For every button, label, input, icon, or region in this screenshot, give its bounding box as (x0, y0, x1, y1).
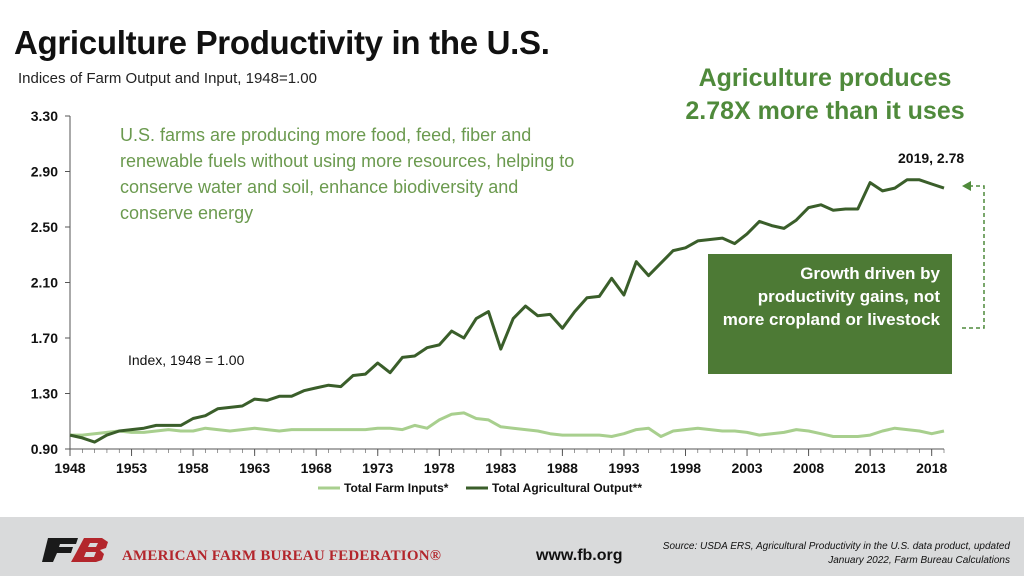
y-tick-label: 2.90 (31, 164, 58, 180)
headline-callout: Agriculture produces 2.78X more than it … (685, 64, 965, 125)
x-tick-label: 2018 (916, 460, 947, 476)
x-tick-label: 1948 (54, 460, 85, 476)
x-tick-label: 2013 (855, 460, 886, 476)
y-tick-label: 2.10 (31, 275, 58, 291)
y-tick-label: 1.30 (31, 386, 58, 402)
fb-logo-icon[interactable] (40, 536, 112, 564)
x-tick-label: 1968 (301, 460, 332, 476)
line-chart: 0.90 1.30 1.70 2.10 2.50 2.90 3.30 1948 1953 1958… (31, 108, 985, 495)
y-tick-label: 1.70 (31, 330, 58, 346)
x-tick-label: 1963 (239, 460, 270, 476)
end-value-label: 2019, 2.78 (898, 150, 965, 166)
source-note: Source: USDA ERS, Agricultural Productiv… (662, 541, 1010, 566)
y-tick-label: 2.50 (31, 219, 58, 235)
x-tick-label: 1988 (547, 460, 578, 476)
x-tick-label: 1993 (608, 460, 639, 476)
arrowhead-icon (962, 181, 971, 191)
y-tick-label: 0.90 (31, 441, 58, 457)
website-link[interactable]: www.fb.org (536, 547, 623, 564)
x-tick-label: 1983 (485, 460, 516, 476)
organization-name: AMERICAN FARM BUREAU FEDERATION® (122, 548, 442, 564)
conservation-callout: U.S. farms are producing more food, feed… (120, 125, 575, 223)
bracket-connector (962, 185, 985, 329)
index-note: Index, 1948 = 1.00 (128, 352, 245, 368)
legend-label: Total Farm Inputs* (344, 481, 449, 495)
footer-bar (0, 517, 1024, 576)
chart-title: Agriculture Productivity in the U.S. (14, 24, 550, 61)
series-line-inputs (70, 411, 945, 438)
series-line-output (69, 178, 945, 444)
y-tick-label: 3.30 (31, 108, 58, 124)
x-tick-label: 1998 (670, 460, 701, 476)
x-tick-label: 1953 (116, 460, 147, 476)
growth-callout-box: Growth driven by productivity gains, not… (708, 254, 952, 374)
x-tick-label: 2003 (731, 460, 762, 476)
x-tick-label: 1978 (424, 460, 455, 476)
x-tick-label: 1973 (362, 460, 393, 476)
chart-subtitle: Indices of Farm Output and Input, 1948=1… (18, 70, 317, 87)
x-tick-label: 2008 (793, 460, 824, 476)
x-tick-label: 1958 (178, 460, 209, 476)
legend-label: Total Agricultural Output** (492, 481, 642, 495)
